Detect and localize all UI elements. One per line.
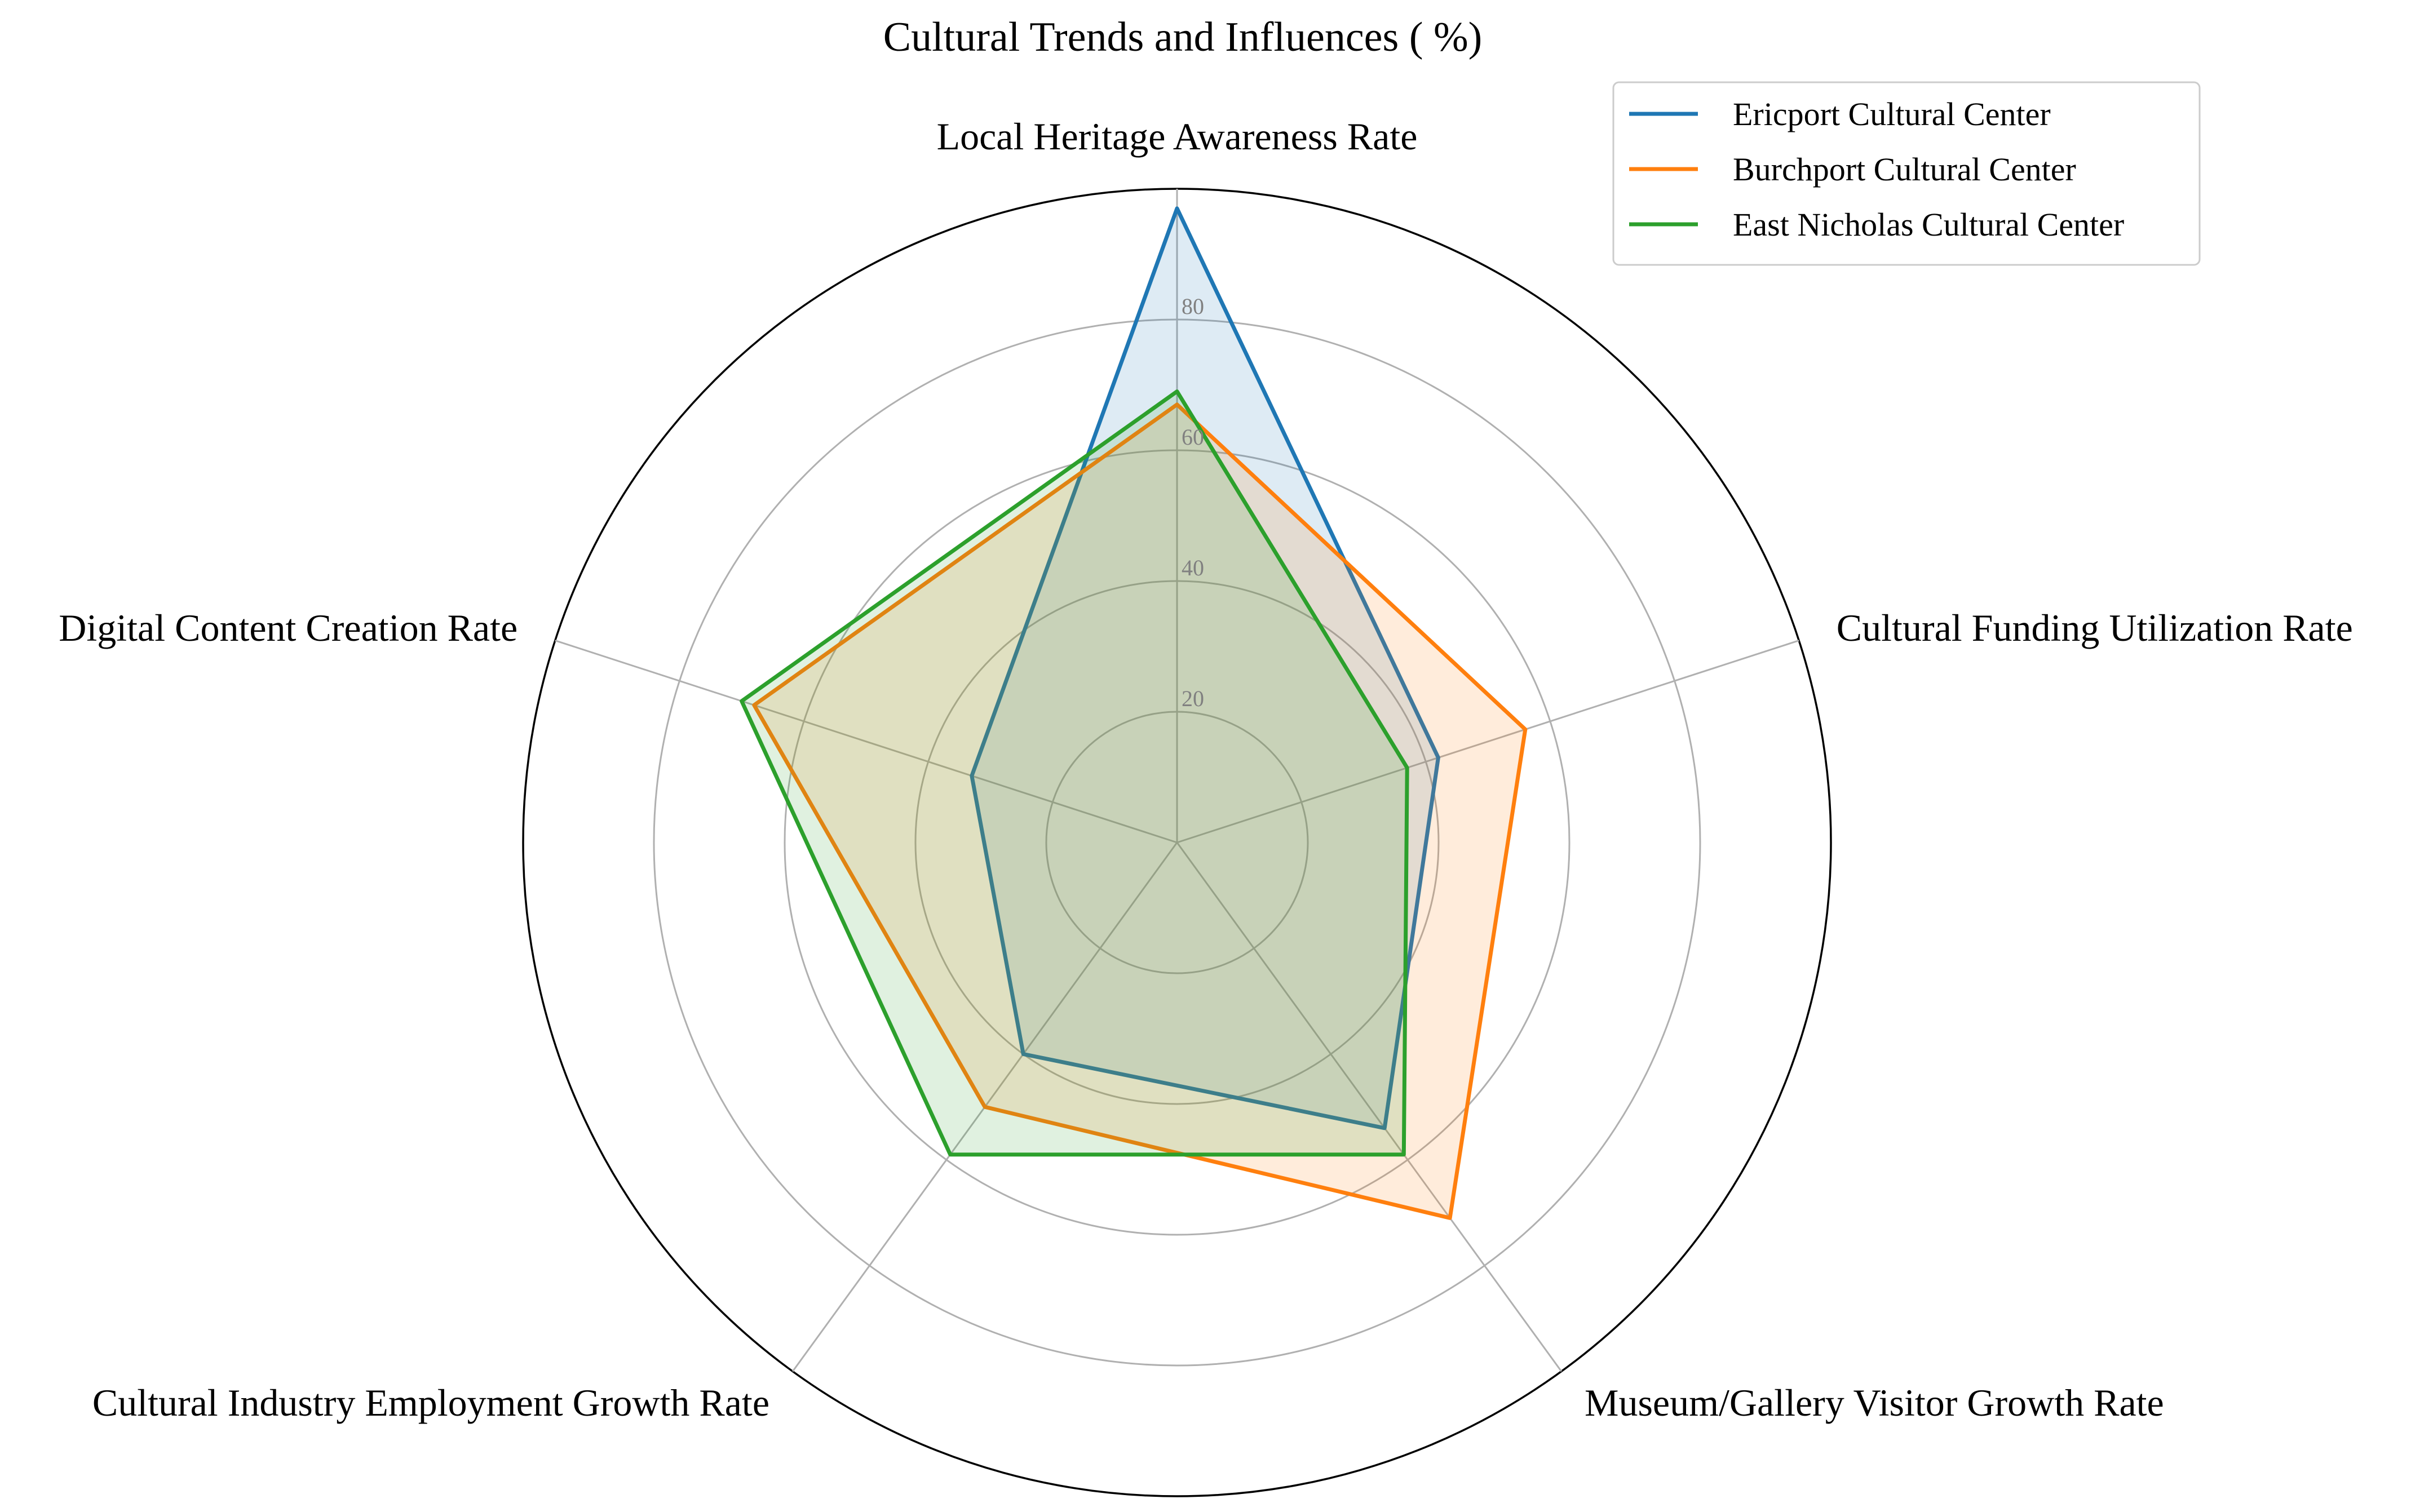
label-layer: 20 40 60 80 Local Heritage Awareness Rate Cul… [59, 115, 2353, 1424]
category-label-4: Cultural Industry Employment Growth Rate [92, 1381, 769, 1424]
spoke-2 [1176, 640, 1799, 844]
r-tick-label-2: 40 [1182, 555, 1204, 580]
category-label-3: Museum/Gallery Visitor Growth Rate [1585, 1381, 2164, 1424]
chart-title: Cultural Trends and Influences ( %) [883, 14, 1483, 60]
category-label-2: Cultural Funding Utilization Rate [1837, 606, 2353, 649]
legend-label-3: East Nicholas Cultural Center [1733, 206, 2124, 243]
category-label-5: Digital Content Creation Rate [59, 606, 517, 649]
spoke-5 [555, 640, 1178, 844]
r-tick-label-3: 60 [1182, 424, 1204, 450]
legend-box [1612, 81, 2201, 266]
r-tick-label-4: 80 [1182, 294, 1204, 319]
category-label-1: Local Heritage Awareness Rate [937, 115, 1418, 158]
legend: Ericport Cultural Center Burchport Cultur… [1612, 81, 2201, 266]
series-line-2 [752, 402, 1528, 1220]
series-line-3 [740, 389, 1409, 1157]
series-layer [740, 206, 1528, 1220]
series-fill-2 [754, 404, 1525, 1218]
series-fill-3 [741, 391, 1408, 1155]
legend-label-2: Burchport Cultural Center [1733, 151, 2076, 188]
series-fill-1 [971, 208, 1439, 1128]
spoke-3 [1176, 842, 1563, 1372]
legend-label-1: Ericport Cultural Center [1733, 96, 2051, 132]
series-line-1 [970, 206, 1440, 1130]
r-tick-label-1: 20 [1182, 686, 1204, 711]
